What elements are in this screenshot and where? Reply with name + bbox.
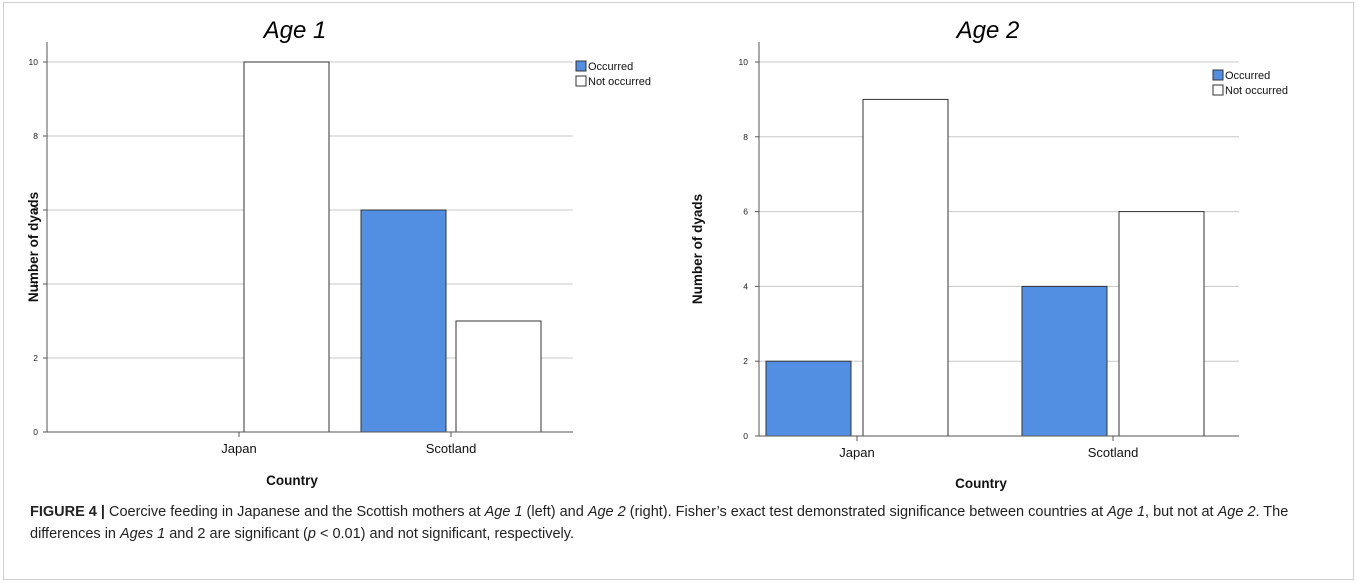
- y-tick-label: 10: [29, 57, 39, 67]
- y-tick-label: 6: [743, 207, 748, 217]
- legend-swatch: [1212, 69, 1224, 81]
- caption-italic: Age 2: [1217, 504, 1256, 520]
- legend-label: Not occurred: [588, 76, 651, 88]
- bar-not-occurred: [1118, 211, 1205, 437]
- chart-age-2: 0 2 4 6 8 10 Japan Scotland Age 2 Country Number o…: [690, 17, 1288, 491]
- plot-area: 0 2 4 6 8 10 Japan Scotland: [739, 42, 1239, 460]
- y-tick-label: 8: [743, 132, 748, 142]
- y-tick-label: 6: [33, 205, 38, 215]
- legend-swatch: [575, 75, 587, 87]
- bar-occurred: [765, 360, 852, 437]
- legend: Occurred Not occurred: [1212, 69, 1288, 97]
- chart-age-1: 0 2 4 6 8 10 Japan Scotland Age 1 Country Number o…: [26, 17, 651, 488]
- legend-swatch: [1212, 84, 1224, 96]
- caption-text: < 0.01) and not significant, respectivel…: [315, 525, 574, 542]
- bar-occurred: [1021, 285, 1108, 437]
- figure-caption: FIGURE 4 | Coercive feeding in Japanese …: [30, 502, 1335, 545]
- caption-text: , but not at: [1145, 504, 1218, 520]
- caption-text: (right). Fisher’s exact test demonstrate…: [625, 504, 1108, 520]
- legend-swatch: [575, 60, 587, 72]
- bar-not-occurred: [862, 98, 949, 437]
- legend-label: Not occurred: [1225, 85, 1288, 97]
- legend-label: Occurred: [588, 61, 633, 73]
- bar-not-occurred: [455, 320, 542, 433]
- y-tick-label: 8: [33, 131, 38, 141]
- caption-italic: Age 1: [484, 504, 523, 520]
- y-tick-label: 0: [33, 427, 38, 437]
- chart-title: Age 1: [262, 17, 327, 44]
- y-axis-label: Number of dyads: [26, 192, 41, 302]
- x-axis-label: Country: [266, 473, 318, 488]
- chart-title: Age 2: [955, 17, 1020, 44]
- y-tick-label: 4: [33, 279, 38, 289]
- caption-italic: p: [307, 525, 316, 542]
- caption-text: and 2 are significant (: [165, 525, 308, 542]
- legend-label: Occurred: [1225, 70, 1270, 82]
- y-tick-label: 10: [739, 57, 749, 67]
- x-tick-label: Japan: [839, 445, 874, 460]
- caption-label: FIGURE 4 |: [30, 504, 105, 520]
- y-tick-label: 2: [33, 353, 38, 363]
- caption-text: . The differences in: [30, 504, 1289, 542]
- y-tick-label: 2: [743, 356, 748, 366]
- x-tick-label: Scotland: [1088, 445, 1139, 460]
- bar-not-occurred: [243, 61, 330, 433]
- caption-italic: Age 1: [1107, 504, 1146, 520]
- caption-text: (left) and: [522, 504, 588, 520]
- x-tick-label: Scotland: [426, 441, 477, 456]
- caption-italic: Age 2: [587, 504, 626, 520]
- x-axis-label: Country: [955, 476, 1007, 491]
- bar-occurred: [360, 209, 447, 433]
- y-axis-label: Number of dyads: [690, 194, 705, 304]
- caption-text: Coercive feeding in Japanese and the Sco…: [104, 504, 485, 520]
- y-tick-label: 4: [743, 281, 748, 291]
- y-tick-label: 0: [743, 431, 748, 441]
- plot-area: 0 2 4 6 8 10 Japan Scotland: [29, 42, 573, 456]
- legend: Occurred Not occurred: [575, 60, 651, 88]
- x-tick-label: Japan: [221, 441, 256, 456]
- caption-italic: Ages 1: [120, 525, 166, 542]
